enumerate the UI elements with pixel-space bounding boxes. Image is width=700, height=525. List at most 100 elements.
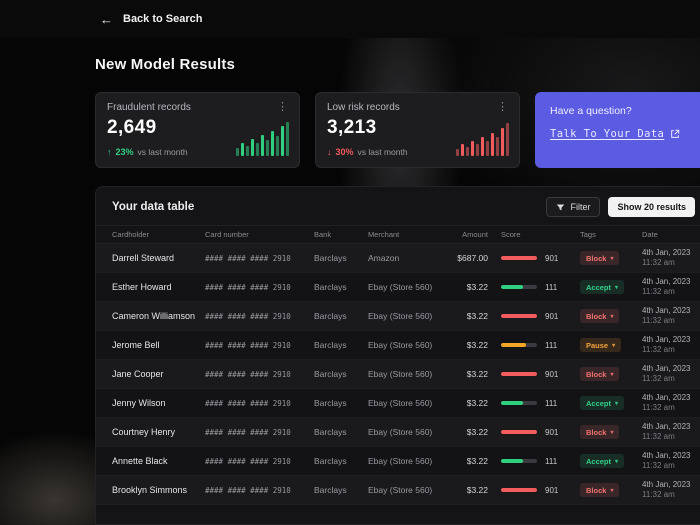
tag-dropdown[interactable]: Block ▾ (580, 425, 620, 439)
score-value: 111 (545, 398, 558, 408)
cell-score: 111 (488, 283, 580, 292)
table-row[interactable]: Darrell Steward #### #### #### 2910 Barcla… (96, 244, 700, 273)
cell-card-number: #### #### #### 2910 (205, 456, 291, 466)
cell-card-number: #### #### #### 2910 (205, 282, 291, 292)
show-results-button[interactable]: Show 20 results (608, 197, 695, 217)
talk-to-your-data-link[interactable]: Talk To Your Data (550, 128, 680, 140)
table-row[interactable]: Jane Cooper #### #### #### 2910 Barclays Eb… (96, 360, 700, 389)
tag-dropdown[interactable]: Block ▾ (580, 367, 620, 381)
cell-amount: $3.22 (466, 485, 488, 495)
cta-question: Have a question? (550, 105, 632, 117)
cell-score: 111 (488, 399, 580, 408)
cell-amount: $687.00 (457, 253, 488, 263)
table-row[interactable]: Annette Black #### #### #### 2910 Barclays… (96, 447, 700, 476)
cell-score: 111 (488, 457, 580, 466)
chevron-down-icon: ▾ (610, 371, 614, 378)
cell-merchant: Ebay (Store 560) (368, 427, 433, 437)
cell-card-number: #### #### #### 2910 (205, 427, 291, 437)
cell-cardholder: Cameron Williamson (112, 311, 196, 321)
card-title: Low risk records (327, 102, 400, 113)
chevron-down-icon: ▾ (610, 487, 614, 494)
cell-bank: Barclays (314, 427, 347, 437)
low-risk-records-card: Low risk records ⋮ 3,213 ↓ 30% vs last m… (315, 92, 520, 168)
table-title: Your data table (112, 201, 195, 213)
tag-dropdown[interactable]: Block ▾ (580, 483, 620, 497)
cell-card-number: #### #### #### 2910 (205, 253, 291, 263)
cell-bank: Barclays (314, 398, 347, 408)
score-value: 901 (545, 369, 559, 379)
trend-down-icon: ↓ (327, 147, 332, 157)
mini-bar-chart (236, 122, 289, 156)
cell-amount: $3.22 (466, 369, 488, 379)
score-value: 901 (545, 311, 559, 321)
cell-date: 4th Jan, 2023 11:32 am (642, 480, 691, 499)
table-row[interactable]: Courtney Henry #### #### #### 2910 Barclay… (96, 418, 700, 447)
score-bar (501, 256, 537, 260)
card-title: Fraudulent records (107, 102, 191, 113)
tag-dropdown[interactable]: Pause ▾ (580, 338, 622, 352)
cell-bank: Barclays (314, 253, 347, 263)
cell-card-number: #### #### #### 2910 (205, 398, 291, 408)
kebab-menu-icon[interactable]: ⋮ (277, 101, 288, 113)
table-row[interactable]: Jenny Wilson #### #### #### 2910 Barclays E… (96, 389, 700, 418)
tag-dropdown[interactable]: Accept ▾ (580, 396, 625, 410)
score-bar (501, 401, 537, 405)
table-row[interactable]: Brooklyn Simmons #### #### #### 2910 Barcl… (96, 476, 700, 505)
cell-amount: $3.22 (466, 340, 488, 350)
table-row[interactable]: Jerome Bell #### #### #### 2910 Barclays Eb… (96, 331, 700, 360)
cell-score: 901 (488, 486, 580, 495)
kebab-menu-icon[interactable]: ⋮ (497, 101, 508, 113)
score-bar (501, 459, 537, 463)
cell-amount: $3.22 (466, 456, 488, 466)
cell-tags: Accept ▾ (580, 280, 642, 294)
filter-label: Filter (570, 202, 591, 212)
score-value: 901 (545, 253, 559, 263)
cell-date: 4th Jan, 2023 11:32 am (642, 422, 691, 441)
cell-tags: Accept ▾ (580, 396, 642, 410)
cell-cardholder: Esther Howard (112, 282, 172, 292)
score-bar (501, 285, 537, 289)
cell-tags: Block ▾ (580, 367, 642, 381)
cell-merchant: Ebay (Store 560) (368, 456, 433, 466)
chevron-down-icon: ▾ (610, 429, 614, 436)
external-link-icon (671, 129, 680, 138)
tag-dropdown[interactable]: Accept ▾ (580, 280, 625, 294)
tag-dropdown[interactable]: Accept ▾ (580, 454, 625, 468)
cell-merchant: Amazon (368, 253, 400, 263)
back-to-search-link[interactable]: Back to Search (123, 13, 203, 25)
cell-merchant: Ebay (Store 560) (368, 340, 433, 350)
tag-dropdown[interactable]: Block ▾ (580, 251, 620, 265)
chevron-down-icon: ▾ (615, 400, 619, 407)
cell-card-number: #### #### #### 2910 (205, 485, 291, 495)
chevron-down-icon: ▾ (615, 284, 619, 291)
card-value: 2,649 (107, 117, 157, 138)
table-body: Darrell Steward #### #### #### 2910 Barcla… (96, 244, 700, 505)
cell-bank: Barclays (314, 369, 347, 379)
cell-bank: Barclays (314, 282, 347, 292)
table-row[interactable]: Esther Howard #### #### #### 2910 Barclays… (96, 273, 700, 302)
card-delta: ↓ 30% vs last month (327, 147, 508, 157)
score-value: 111 (545, 340, 558, 350)
chevron-down-icon: ▾ (615, 458, 619, 465)
back-arrow-icon[interactable]: ← (100, 11, 113, 27)
fraudulent-records-card: Fraudulent records ⋮ 2,649 ↑ 23% vs last… (95, 92, 300, 168)
cta-link-label: Talk To Your Data (550, 128, 665, 140)
table-row[interactable]: Cameron Williamson #### #### #### 2910 Bar… (96, 302, 700, 331)
cell-bank: Barclays (314, 485, 347, 495)
cell-date: 4th Jan, 2023 11:32 am (642, 277, 691, 296)
mini-bar-chart (456, 122, 509, 156)
tag-dropdown[interactable]: Block ▾ (580, 309, 620, 323)
delta-note: vs last month (137, 147, 188, 157)
cell-bank: Barclays (314, 340, 347, 350)
filter-button[interactable]: Filter (546, 197, 601, 217)
cell-tags: Pause ▾ (580, 338, 642, 352)
cell-amount: $3.22 (466, 282, 488, 292)
cell-date: 4th Jan, 2023 11:32 am (642, 393, 691, 412)
cell-tags: Accept ▾ (580, 454, 642, 468)
cell-amount: $3.22 (466, 398, 488, 408)
col-tags: Tags (580, 230, 596, 239)
score-bar (501, 372, 537, 376)
cell-date: 4th Jan, 2023 11:32 am (642, 335, 691, 354)
cell-date: 4th Jan, 2023 11:32 am (642, 451, 691, 470)
cell-cardholder: Darrell Steward (112, 253, 175, 263)
